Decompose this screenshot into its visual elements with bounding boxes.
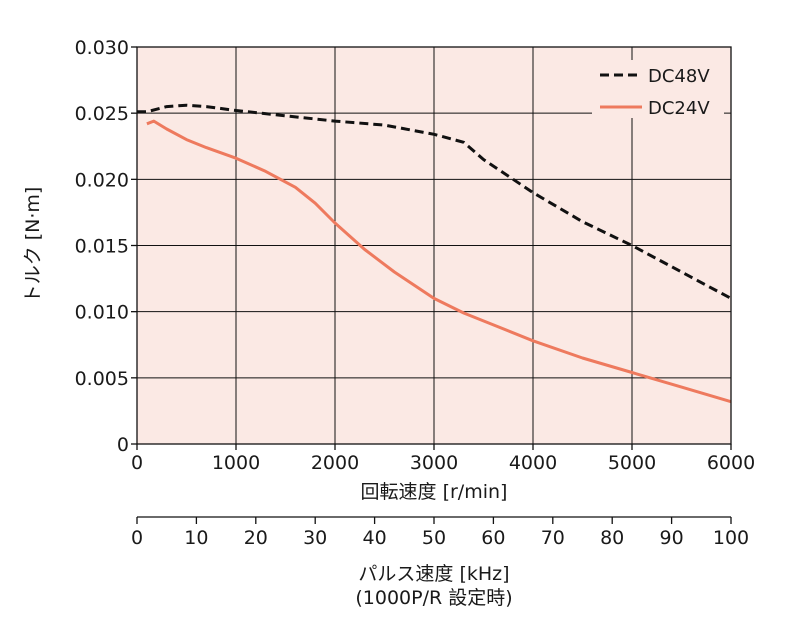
series-line-dc48v bbox=[137, 103, 732, 300]
x-tick-label: 4000 bbox=[509, 452, 557, 474]
secondary-x-tick-label: 30 bbox=[303, 527, 327, 549]
y-tick-label: 0.025 bbox=[75, 103, 129, 125]
secondary-x-tick-label: 20 bbox=[244, 527, 268, 549]
y-tick-label: 0.005 bbox=[75, 368, 129, 390]
secondary-x-axis-title: パルス速度 [kHz] bbox=[358, 563, 509, 585]
secondary-x-tick-label: 80 bbox=[600, 527, 624, 549]
series-layer bbox=[137, 103, 732, 404]
x-tick-label: 1000 bbox=[212, 452, 260, 474]
y-tick-label: 0.020 bbox=[75, 169, 129, 191]
legend-label-dc48v: DC48V bbox=[648, 66, 710, 87]
x-tick-label: 2000 bbox=[311, 452, 359, 474]
secondary-x-tick-label: 70 bbox=[541, 527, 565, 549]
y-axis-title: トルク [N·m] bbox=[22, 187, 44, 304]
grid-lines bbox=[137, 47, 731, 444]
legend-label-dc24v: DC24V bbox=[648, 98, 710, 119]
secondary-x-tick-label: 50 bbox=[422, 527, 446, 549]
y-tick-label: 0.010 bbox=[75, 302, 129, 324]
secondary-x-tick-label: 60 bbox=[481, 527, 505, 549]
secondary-x-tick-label: 40 bbox=[363, 527, 387, 549]
series-line-dc24v bbox=[146, 119, 732, 404]
x-axis-title: 回転速度 [r/min] bbox=[361, 481, 508, 503]
y-tick-label: 0.030 bbox=[75, 37, 129, 59]
x-tick-label: 0 bbox=[131, 452, 143, 474]
x-tick-label: 3000 bbox=[410, 452, 458, 474]
secondary-x-axis-ticks: 0 10 20 30 40 50 60 70 80 90 100 bbox=[131, 517, 749, 549]
y-axis-ticks: 0 0.005 0.010 0.015 0.020 0.025 0.030 bbox=[75, 37, 137, 456]
secondary-x-tick-label: 90 bbox=[660, 527, 684, 549]
legend: DC48V DC24V bbox=[600, 66, 710, 119]
secondary-x-tick-label: 10 bbox=[184, 527, 208, 549]
secondary-x-tick-label: 100 bbox=[713, 527, 749, 549]
secondary-x-axis-subtitle: (1000P/R 設定時) bbox=[355, 587, 512, 609]
x-tick-label: 6000 bbox=[707, 452, 755, 474]
x-axis-ticks: 0 1000 2000 3000 4000 5000 6000 bbox=[131, 444, 755, 474]
x-tick-label: 5000 bbox=[608, 452, 656, 474]
secondary-x-tick-label: 0 bbox=[131, 527, 143, 549]
y-tick-label: 0.015 bbox=[75, 236, 129, 258]
y-tick-label: 0 bbox=[117, 434, 129, 456]
